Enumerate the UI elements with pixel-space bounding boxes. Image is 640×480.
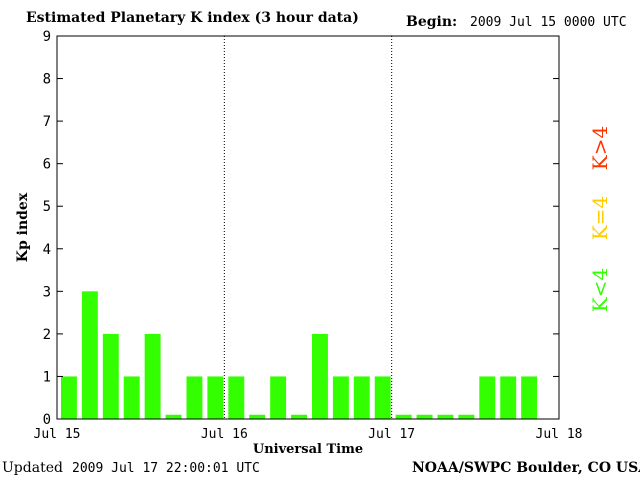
kp-bar xyxy=(353,376,370,419)
y-axis-label: Kp index xyxy=(15,192,31,262)
legend-k-greater-4: K>4 xyxy=(588,125,612,171)
y-tick-label: 7 xyxy=(43,114,51,130)
chart-title: Estimated Planetary K index (3 hour data… xyxy=(26,10,359,26)
kp-bar xyxy=(228,376,245,419)
credit-text: NOAA/SWPC Boulder, CO USA xyxy=(412,460,640,476)
plot-frame xyxy=(56,35,560,420)
x-tick-label: Jul 15 xyxy=(34,427,81,442)
kp-bar xyxy=(102,333,119,419)
kp-bar xyxy=(332,376,349,419)
kp-bar xyxy=(123,376,140,419)
kp-bar xyxy=(81,291,98,419)
y-tick-label: 8 xyxy=(43,72,51,88)
kp-bar xyxy=(186,376,203,419)
begin-value: 2009 Jul 15 0000 UTC xyxy=(470,15,627,30)
kp-bar xyxy=(165,414,182,419)
legend-k-equal-4: K=4 xyxy=(588,195,612,241)
begin-label: Begin: xyxy=(406,14,458,30)
y-tick-label: 6 xyxy=(43,157,51,173)
x-axis-label: Universal Time xyxy=(253,442,363,457)
updated-label: Updated xyxy=(2,460,63,476)
kp-bar xyxy=(270,376,287,419)
x-tick-label: Jul 16 xyxy=(201,427,248,442)
kp-bar xyxy=(458,414,475,419)
y-tick-label: 0 xyxy=(43,412,51,428)
kp-bar xyxy=(521,376,538,419)
legend-k-less-4: K<4 xyxy=(588,267,612,313)
kp-bar xyxy=(395,414,412,419)
kp-bar xyxy=(437,414,454,419)
kp-bar xyxy=(416,414,433,419)
y-tick-label: 9 xyxy=(43,29,51,45)
kp-bar xyxy=(374,376,391,419)
x-tick-label: Jul 18 xyxy=(536,427,583,442)
kp-bar xyxy=(207,376,224,419)
kp-bar xyxy=(249,414,266,419)
y-tick-label: 2 xyxy=(43,327,51,343)
kp-bar xyxy=(144,333,161,419)
updated-value: 2009 Jul 17 22:00:01 UTC xyxy=(72,461,260,476)
kp-bar xyxy=(479,376,496,419)
y-tick-label: 5 xyxy=(43,199,51,215)
y-tick-label: 4 xyxy=(43,242,51,258)
kp-bar xyxy=(61,376,77,419)
kp-bar xyxy=(500,376,517,419)
y-tick-label: 3 xyxy=(43,284,51,300)
y-tick-label: 1 xyxy=(43,369,51,385)
kp-bar xyxy=(312,333,328,419)
x-tick-label: Jul 17 xyxy=(368,427,415,442)
kp-bar xyxy=(291,414,307,419)
